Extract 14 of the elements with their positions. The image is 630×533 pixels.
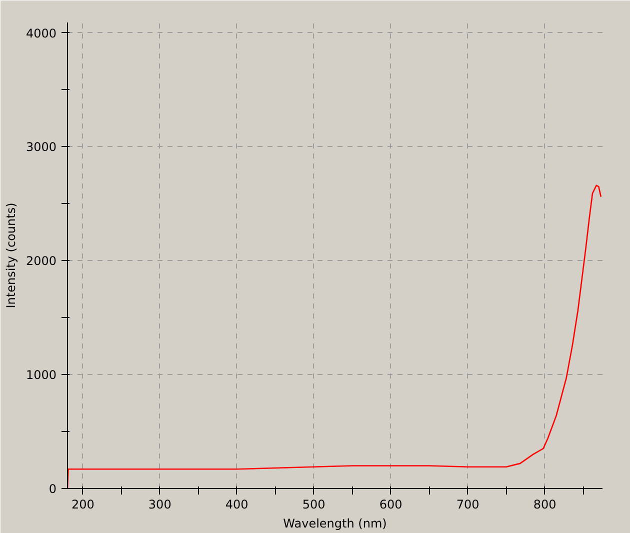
x-tick-label: 600 [379,498,402,512]
x-tick-label: 800 [533,498,556,512]
y-tick-label: 2000 [26,254,57,268]
y-tick-label: 3000 [26,140,57,154]
y-tick-label: 0 [48,482,57,496]
x-axis-title: Wavelength (nm) [283,516,387,530]
x-tick-label: 400 [225,498,248,512]
x-tick-label: 200 [71,498,94,512]
y-tick-label: 4000 [26,26,57,40]
x-tick-label: 300 [148,498,172,512]
y-axis-title: Intensity (counts) [4,202,18,308]
y-tick-label: 1000 [26,368,57,382]
x-tick-label: 700 [456,498,480,512]
x-tick-label: 500 [302,498,326,512]
